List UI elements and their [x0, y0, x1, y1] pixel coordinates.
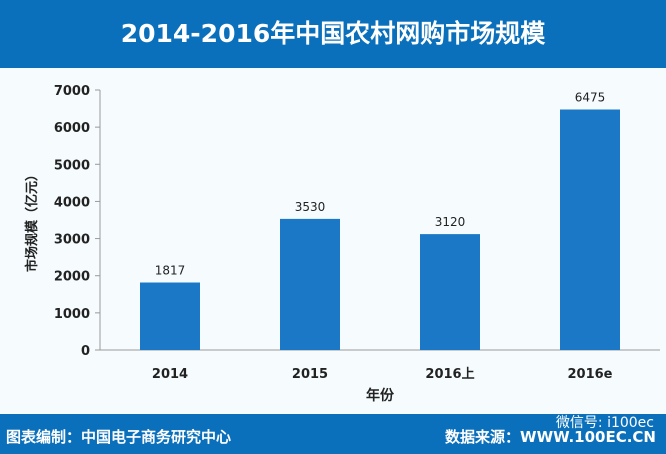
- y-axis-title: 市场规模（亿元）: [24, 168, 40, 272]
- y-tick-label: 7000: [54, 84, 90, 99]
- x-tick-label: 2016上: [425, 367, 474, 382]
- x-tick-label: 2016e: [568, 367, 613, 382]
- y-tick-label: 1000: [54, 307, 90, 322]
- footer: 图表编制：中国电子商务研究中心 数据来源：WWW.100EC.CN 微信号: i…: [0, 414, 666, 454]
- footer-credit: 图表编制：中国电子商务研究中心: [6, 428, 232, 446]
- y-tick-label: 4000: [54, 195, 90, 210]
- x-axis-title: 年份: [366, 387, 395, 404]
- x-tick-label: 2014: [152, 367, 188, 382]
- bar: [420, 234, 480, 350]
- data-label: 3120: [435, 215, 466, 229]
- bar: [560, 109, 620, 350]
- wechat-watermark: 微信号: i100ec: [555, 415, 654, 431]
- y-tick-label: 2000: [54, 270, 90, 285]
- y-tick-label: 3000: [54, 233, 90, 248]
- bar: [140, 282, 200, 350]
- bar: [280, 218, 340, 350]
- y-tick-label: 5000: [54, 158, 90, 173]
- chart-title: 2014-2016年中国农村网购市场规模: [0, 0, 666, 68]
- data-label: 1817: [155, 264, 186, 278]
- y-tick-label: 0: [81, 344, 90, 359]
- y-tick-label: 6000: [54, 121, 90, 136]
- data-label: 3530: [295, 200, 326, 214]
- footer-source: 数据来源：WWW.100EC.CN: [445, 428, 656, 446]
- bar-chart: 0 1000 2000 3000 4000 5000 6000 7000 1817 2014 353…: [24, 84, 660, 404]
- x-tick-label: 2015: [292, 367, 328, 382]
- data-label: 6475: [575, 91, 606, 105]
